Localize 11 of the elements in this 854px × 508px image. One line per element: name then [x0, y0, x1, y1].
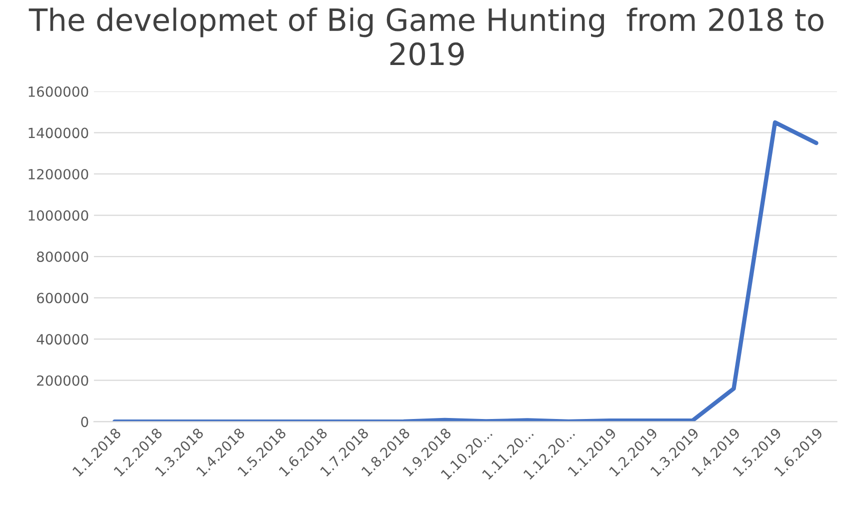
y-tick-label: 600000	[37, 292, 88, 304]
y-tick-label: 800000	[37, 252, 88, 262]
y-tick-label: 0	[81, 416, 88, 428]
y-tick-label: 1000000	[28, 210, 88, 221]
chart-title: The developmet of Big Game Hunting from 2018 to 2019	[28, 8, 824, 66]
y-tick-label: 400000	[36, 334, 88, 345]
line-series	[112, 120, 818, 422]
y-tick-label: 1400000	[28, 128, 88, 138]
y-tick-label: 1200000	[28, 168, 88, 180]
y-tick-label: 1600000	[28, 86, 88, 97]
y-tick-label: 200000	[37, 375, 88, 386]
